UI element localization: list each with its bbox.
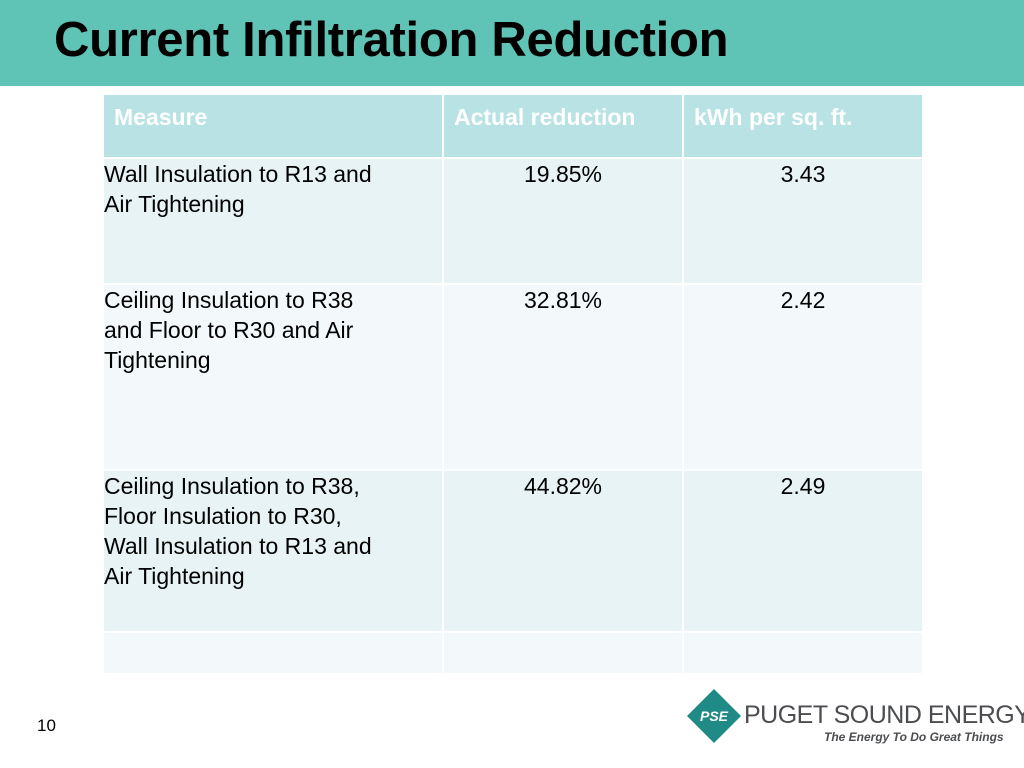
measure-cell: Ceiling Insulation to R38, Floor Insulat…	[102, 469, 444, 633]
measure-line: Ceiling Insulation to R38,	[104, 473, 360, 499]
reduction-cell: 32.81%	[442, 283, 684, 471]
page-number: 10	[37, 716, 56, 735]
reduction-cell: 19.85%	[442, 157, 684, 285]
kwh-cell: 3.43	[682, 157, 924, 285]
measure-line: Wall Insulation to R13 and	[104, 533, 372, 559]
measure-line: Floor Insulation to R30,	[104, 503, 342, 529]
reduction-cell: 44.82%	[442, 469, 684, 633]
reduction-table: Measure Actual reduction kWh per sq. ft.…	[102, 93, 924, 675]
measure-line: Wall Insulation to R13 and	[104, 161, 372, 187]
table-row	[102, 631, 924, 675]
measure-line: Air Tightening	[104, 191, 245, 217]
header-actual-reduction: Actual reduction	[442, 93, 684, 159]
table-row: Ceiling Insulation to R38 and Floor to R…	[102, 283, 924, 471]
measure-line: and Floor to R30 and Air	[104, 317, 354, 343]
measure-cell	[102, 631, 444, 675]
pse-diamond-icon: PSE	[687, 689, 741, 743]
measure-cell: Wall Insulation to R13 and Air Tightenin…	[102, 157, 444, 285]
measure-line: Air Tightening	[104, 563, 245, 589]
header-kwh-per-sq-ft: kWh per sq. ft.	[682, 93, 924, 159]
title-bar	[0, 0, 1024, 86]
logo-tagline: The Energy To Do Great Things	[824, 730, 1004, 744]
logo-company-name: PUGET SOUND ENERGY	[744, 701, 1024, 729]
puget-sound-energy-logo: PSE PUGET SOUND ENERGY The Energy To Do …	[686, 688, 1024, 748]
table-row: Wall Insulation to R13 and Air Tightenin…	[102, 157, 924, 285]
measure-line: Tightening	[104, 347, 211, 373]
logo-mark-text: PSE	[700, 708, 729, 724]
table-row: Ceiling Insulation to R38, Floor Insulat…	[102, 469, 924, 633]
measure-line: Ceiling Insulation to R38	[104, 287, 354, 313]
measure-cell: Ceiling Insulation to R38 and Floor to R…	[102, 283, 444, 471]
kwh-cell	[682, 631, 924, 675]
kwh-cell: 2.42	[682, 283, 924, 471]
table-header-row: Measure Actual reduction kWh per sq. ft.	[102, 93, 924, 159]
kwh-cell: 2.49	[682, 469, 924, 633]
reduction-cell	[442, 631, 684, 675]
slide-title: Current Infiltration Reduction	[54, 13, 729, 67]
header-measure: Measure	[102, 93, 444, 159]
